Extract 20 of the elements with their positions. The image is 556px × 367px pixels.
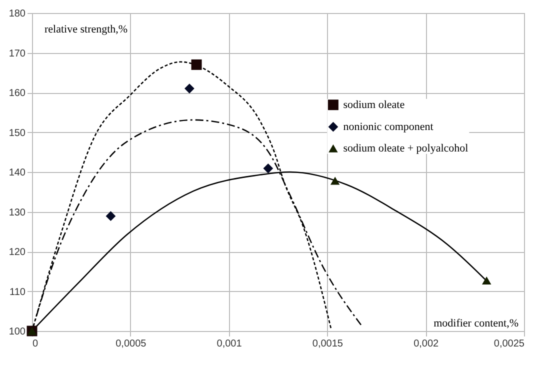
y-tick-label: 100 (8, 326, 26, 338)
y-axis-title: relative strength,% (44, 24, 128, 36)
x-tick-label: 0 (32, 338, 38, 350)
y-tick-label: 170 (8, 48, 26, 60)
legend-label: sodium oleate (343, 98, 405, 111)
x-tick-label: 0,0025 (494, 338, 525, 350)
y-tick-label: 110 (10, 286, 26, 298)
y-tick-label: 180 (8, 8, 26, 20)
x-tick-label: 0,0005 (116, 338, 147, 350)
y-tick-label: 160 (8, 88, 26, 99)
y-tick-label: 120 (8, 247, 26, 258)
x-tick-label: 0,0015 (312, 338, 344, 350)
y-tick-label: 140 (8, 168, 26, 178)
legend-label: sodium oleate + polyalcohol (343, 142, 468, 154)
x-axis-title: modifier content,% (434, 318, 518, 330)
y-tick-label: 150 (8, 128, 26, 139)
legend-label: nonionic component (343, 120, 434, 133)
x-tick-label: 0,002 (414, 338, 440, 350)
x-tick-label: 0,001 (216, 338, 242, 350)
y-tick-label: 130 (8, 207, 26, 218)
